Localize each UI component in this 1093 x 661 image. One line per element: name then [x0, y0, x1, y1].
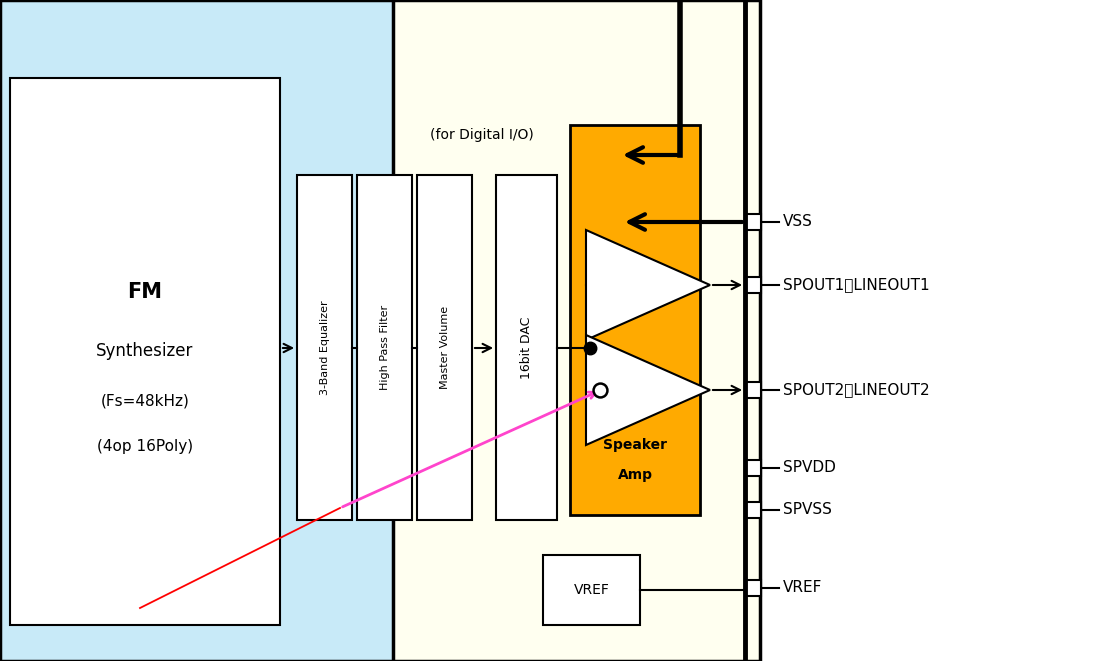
Bar	[745, 277, 761, 293]
Text: VSS: VSS	[783, 215, 813, 229]
Text: High Pass Filter: High Pass Filter	[379, 305, 389, 390]
Text: FM: FM	[128, 282, 163, 301]
Bar	[10, 78, 280, 625]
Bar	[745, 460, 761, 476]
Text: 3-Band Equalizer: 3-Band Equalizer	[319, 300, 329, 395]
Bar	[0, 0, 760, 661]
Text: SPOUT1／LINEOUT1: SPOUT1／LINEOUT1	[783, 278, 930, 293]
Text: Speaker: Speaker	[603, 438, 667, 452]
Polygon shape	[586, 230, 710, 340]
Text: VREF: VREF	[574, 583, 610, 597]
Text: 16bit DAC: 16bit DAC	[520, 317, 533, 379]
Text: SPVSS: SPVSS	[783, 502, 832, 518]
Text: Master Volume: Master Volume	[439, 306, 449, 389]
Text: Amp: Amp	[618, 468, 653, 482]
Bar	[357, 175, 412, 520]
Text: SPVDD: SPVDD	[783, 461, 836, 475]
Bar	[543, 555, 640, 625]
Bar	[393, 0, 760, 661]
Text: Synthesizer: Synthesizer	[96, 342, 193, 360]
Bar	[745, 214, 761, 230]
Bar	[745, 502, 761, 518]
Bar	[745, 0, 1093, 661]
Bar	[496, 175, 557, 520]
Bar	[297, 175, 352, 520]
Text: (for Digital I/O): (for Digital I/O)	[430, 128, 533, 142]
Text: VREF: VREF	[783, 580, 822, 596]
Bar	[571, 125, 700, 515]
Text: SPOUT2／LINEOUT2: SPOUT2／LINEOUT2	[783, 383, 930, 397]
Text: (Fs=48kHz): (Fs=48kHz)	[101, 394, 189, 409]
Bar	[745, 580, 761, 596]
Bar	[418, 175, 472, 520]
Polygon shape	[586, 335, 710, 445]
Bar	[745, 382, 761, 398]
Text: (4op 16Poly): (4op 16Poly)	[97, 439, 193, 454]
